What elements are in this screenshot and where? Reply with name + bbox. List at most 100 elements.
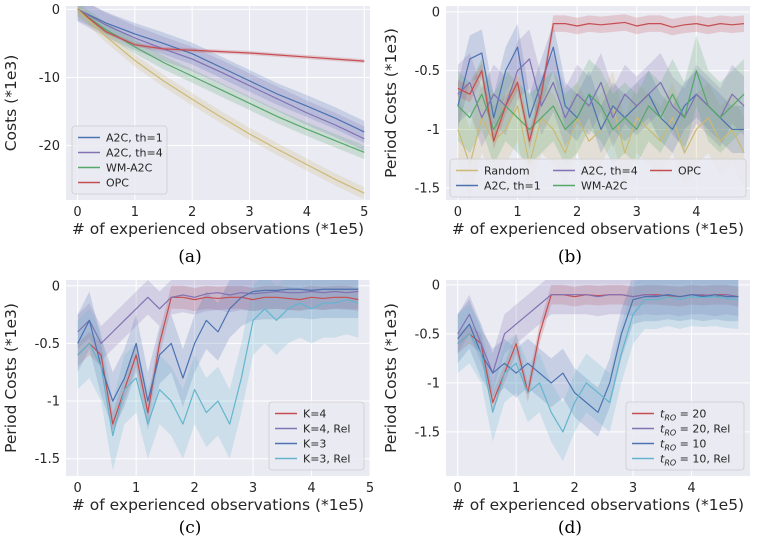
series-band-3 — [457, 280, 739, 437]
series-band-2 — [457, 23, 745, 153]
x-tick-label: 5 — [366, 481, 374, 496]
legend-label: OPC — [678, 165, 701, 178]
series-band-4 — [457, 280, 739, 462]
legend-label: A2C, th=4 — [581, 165, 638, 178]
series-band-3 — [77, 6, 365, 160]
panel-c: 0 1 2 3 4 5 0 -0.5 -1 -1.5 # of experienced observ… — [2, 279, 374, 538]
x-tick-label: 3 — [633, 205, 641, 220]
y-tick-label: -0.5 — [35, 337, 60, 352]
legend-label-sub: RO — [664, 444, 676, 453]
y-axis-label: Period Costs (*1e3) — [382, 28, 400, 178]
legend-label-rest: = 10 — [676, 438, 706, 451]
panel-caption: (a) — [178, 247, 201, 267]
y-tick-label: 0 — [432, 278, 440, 293]
series-band-1 — [77, 6, 365, 143]
x-axis-label: # of experienced observations (*1e5) — [452, 496, 744, 514]
legend-label-rest: = 10, Rel — [676, 453, 730, 466]
series-line-1 — [77, 8, 365, 133]
legend-label: tRO = 10 — [660, 438, 706, 453]
x-tick-label: 4 — [307, 481, 315, 496]
series-band-2 — [457, 280, 739, 393]
series-line-2 — [77, 8, 365, 140]
x-tick-label: 4 — [303, 205, 311, 220]
y-tick-label: -0.5 — [415, 327, 440, 342]
legend: K=4 K=4, Rel K=3 K=3, Rel — [268, 401, 365, 471]
series-band-5 — [457, 14, 745, 150]
x-tick-label: 4 — [692, 205, 700, 220]
legend-label: A2C, th=4 — [106, 147, 163, 160]
legend-label-base: t — [660, 423, 665, 436]
y-tick-label: -1 — [427, 123, 440, 138]
legend-label: K=3 — [303, 438, 326, 451]
legend-label: K=3, Rel — [303, 453, 350, 466]
series-line-3 — [77, 8, 365, 153]
y-tick-label: -10 — [39, 71, 60, 86]
series-group — [77, 280, 359, 471]
legend-label-sub: RO — [664, 429, 676, 438]
y-tick-label: -1 — [47, 395, 60, 410]
x-tick-label: 2 — [188, 205, 196, 220]
panel-d: 0 1 2 3 4 0 -0.5 -1 -1.5 # of experienced observa… — [382, 278, 750, 538]
series-line-2 — [77, 290, 359, 345]
x-tick-label: 0 — [73, 205, 81, 220]
x-tick-label: 1 — [513, 205, 521, 220]
legend-label: WM-A2C — [106, 162, 153, 175]
y-tick-label: 0 — [52, 3, 60, 18]
x-tick-label: 0 — [454, 205, 462, 220]
x-tick-label: 4 — [687, 481, 695, 496]
series-line-5 — [457, 21, 745, 142]
y-tick-label: -1 — [427, 376, 440, 391]
x-tick-label: 3 — [249, 481, 257, 496]
legend-label: K=4 — [303, 408, 326, 421]
x-tick-label: 1 — [132, 481, 140, 496]
y-tick-label: 0 — [52, 279, 60, 294]
legend-label: tRO = 20 — [660, 408, 706, 423]
legend-label: tRO = 20, Rel — [660, 423, 730, 438]
legend-label-rest: = 20 — [676, 408, 706, 421]
legend-label-sub: RO — [664, 459, 676, 468]
panel-caption: (d) — [558, 518, 582, 538]
series-line-4 — [457, 296, 739, 433]
series-line-4 — [77, 8, 365, 62]
x-tick-label: 5 — [360, 205, 368, 220]
legend-box — [268, 401, 365, 471]
y-tick-label: -1.5 — [415, 182, 440, 197]
legend-box — [449, 158, 747, 198]
legend: A2C, th=1 A2C, th=4 WM-A2C OPC — [71, 125, 168, 195]
x-axis-label: # of experienced observations (*1e5) — [452, 220, 744, 238]
legend-label: Random — [484, 165, 530, 178]
x-tick-label: 1 — [512, 481, 520, 496]
legend-label: WM-A2C — [581, 180, 628, 193]
legend-label: OPC — [106, 177, 129, 190]
series-line-3 — [77, 288, 359, 402]
legend-label: A2C, th=1 — [484, 180, 541, 193]
series-band-2 — [77, 280, 359, 361]
legend-label: K=4, Rel — [303, 423, 350, 436]
x-tick-label: 0 — [74, 481, 82, 496]
y-tick-label: -20 — [39, 139, 60, 154]
y-axis-label: Costs (*1e3) — [2, 55, 20, 152]
legend-label-sub: RO — [664, 414, 676, 423]
series-group — [457, 280, 739, 462]
series-line-3 — [457, 294, 739, 413]
x-axis-label: # of experienced observations (*1e5) — [72, 220, 364, 238]
panel-a: 0 1 2 3 4 5 0 -10 -20 # of experienced observatio… — [2, 3, 370, 267]
x-tick-label: 0 — [454, 481, 462, 496]
y-axis-label: Period Costs (*1e3) — [382, 303, 400, 453]
y-tick-label: -1.5 — [415, 425, 440, 440]
series-group — [77, 6, 365, 200]
y-tick-label: 0 — [432, 5, 440, 20]
series-line-5 — [77, 8, 365, 194]
legend-box — [625, 401, 745, 471]
x-tick-label: 2 — [190, 481, 198, 496]
series-band-4 — [457, 35, 745, 165]
legend-label-rest: = 20, Rel — [676, 423, 730, 436]
panel-b: 0 1 2 3 4 0 -0.5 -1 -1.5 # of experienced observa… — [382, 5, 750, 267]
legend-box — [71, 125, 168, 195]
legend-label-base: t — [660, 438, 665, 451]
series-line-4 — [77, 299, 359, 437]
y-tick-label: -0.5 — [415, 64, 440, 79]
x-tick-label: 3 — [629, 481, 637, 496]
